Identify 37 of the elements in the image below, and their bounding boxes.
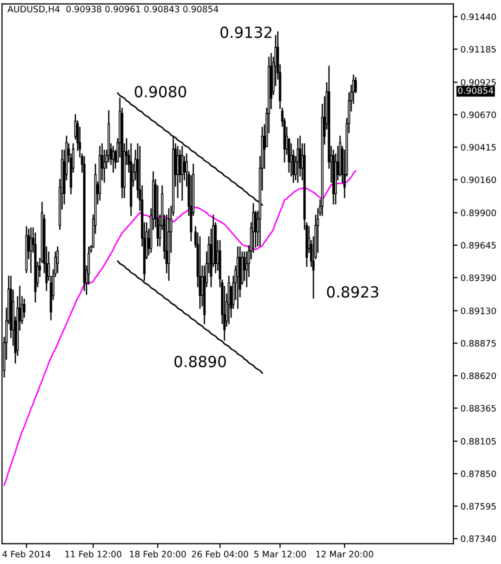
y-tick-label: 0.89130 <box>460 308 496 314</box>
candlestick <box>176 146 179 198</box>
candlestick <box>236 246 239 309</box>
y-tick-label: 0.89390 <box>460 274 496 282</box>
annotation: 0.9080 <box>134 86 186 98</box>
y-tick-label: 0.87595 <box>460 502 496 510</box>
y-tick-label: 0.90160 <box>460 176 496 184</box>
x-tick-label: 12 Mar 20:00 <box>316 550 374 558</box>
y-tick-label: 0.88875 <box>460 340 496 347</box>
candlestick <box>296 138 300 183</box>
y-tick-label: 0.88365 <box>460 404 496 412</box>
y-tick-label: 0.89900 <box>460 210 496 216</box>
text: 0.90854 <box>458 87 494 94</box>
y-tick-label: 0.91185 <box>460 46 496 53</box>
annotation: 0.8890 <box>174 356 226 368</box>
x-tick-label: 11 Feb 12:00 <box>65 550 122 558</box>
x-tick-label: 5 Mar 12:00 <box>254 550 306 558</box>
x-tick-label: 4 Feb 2014 <box>2 550 50 558</box>
annotation: 0.9132 <box>220 26 272 38</box>
candlestick <box>112 146 114 173</box>
candlestick <box>56 246 59 274</box>
chart-title: AUDUSD,H4 0.90938 0.90961 0.90843 0.90854 <box>7 6 218 14</box>
y-tick-label: 0.88620 <box>460 372 496 380</box>
y-tick-label: 0.91440 <box>460 14 496 20</box>
candlestick <box>30 227 32 274</box>
y-tick-label: 0.90925 <box>460 79 496 86</box>
y-tick-label: 0.88105 <box>460 438 496 445</box>
y-tick-label: 0.87340 <box>460 535 496 542</box>
x-tick-label: 26 Feb 04:00 <box>192 550 248 558</box>
y-tick-label: 0.87850 <box>460 470 496 478</box>
candlestick <box>180 146 184 201</box>
y-tick-label: 0.89645 <box>460 242 496 249</box>
annotation: 0.8923 <box>327 286 378 298</box>
y-tick-label: 0.90415 <box>460 144 496 151</box>
y-tick-label: 0.90670 <box>460 112 496 118</box>
x-tick-label: 18 Feb 20:00 <box>130 550 186 558</box>
candlestick <box>228 276 230 324</box>
